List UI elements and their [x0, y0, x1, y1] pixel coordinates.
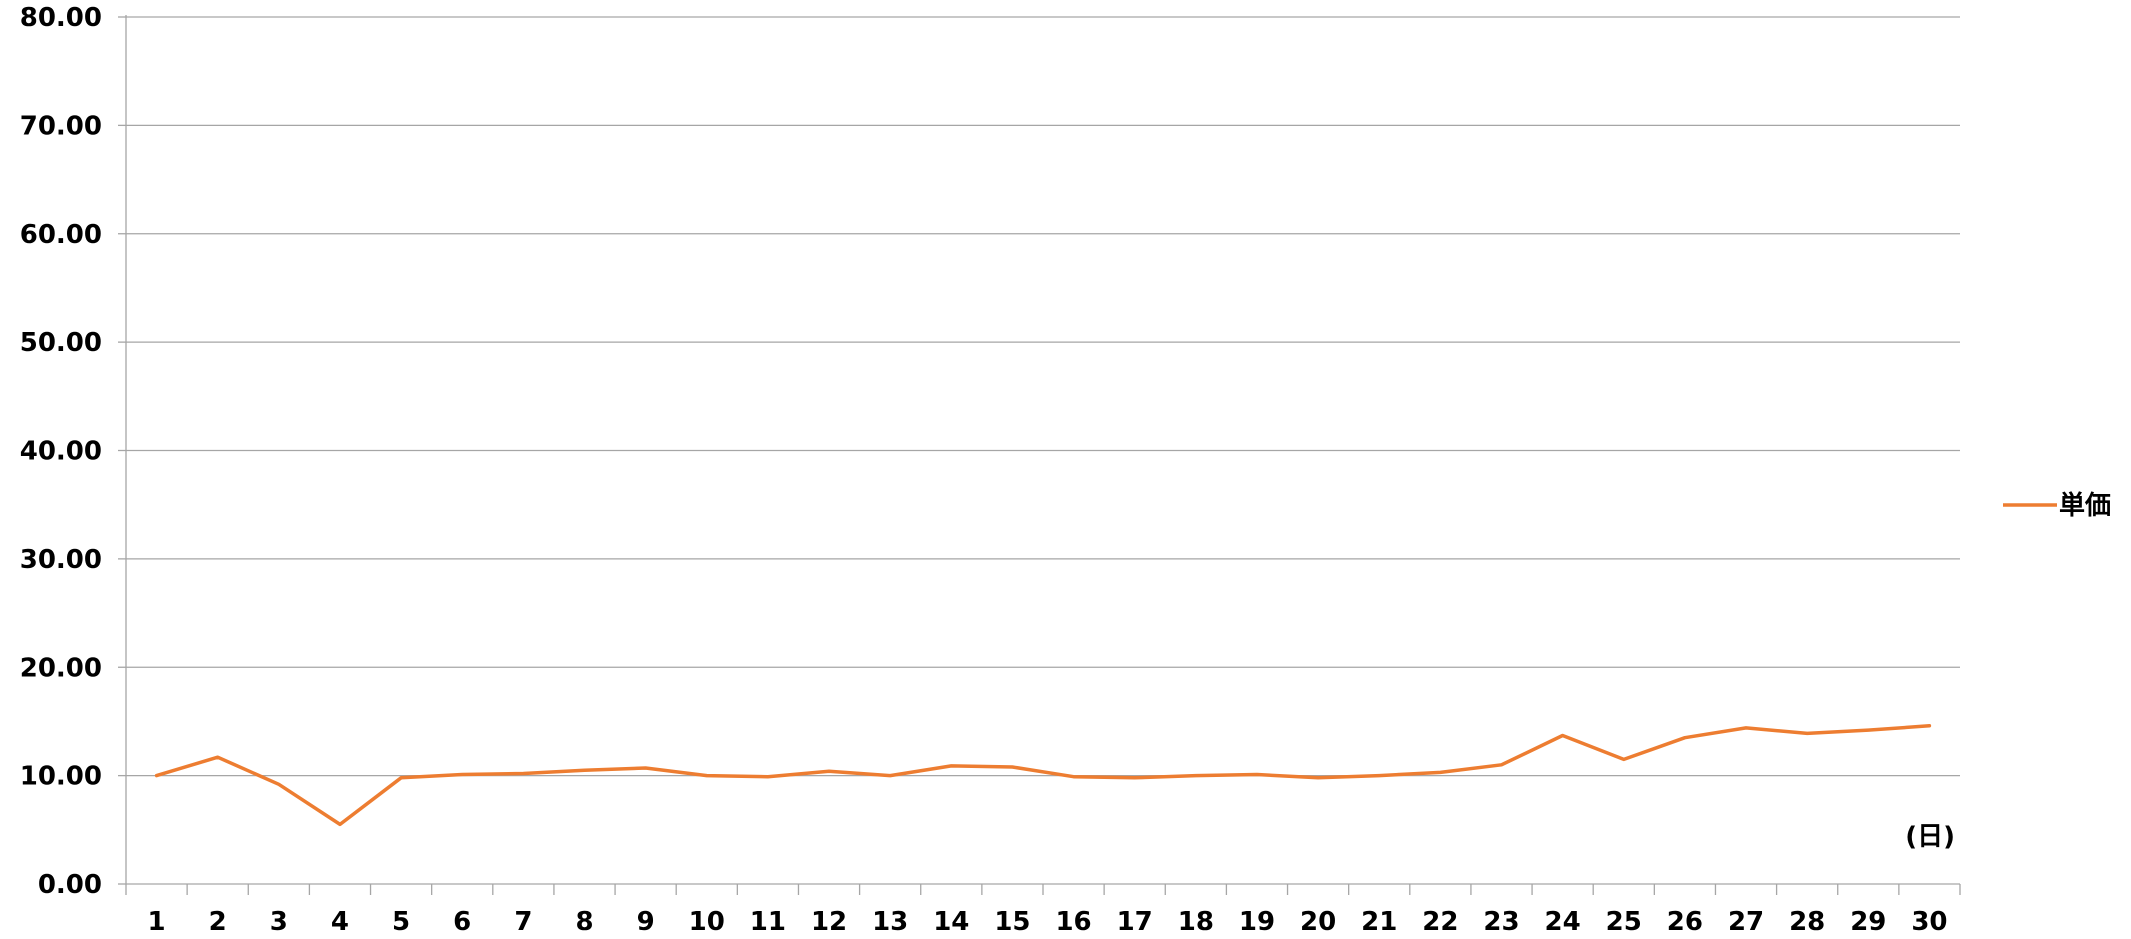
x-tick-label: 1 [148, 907, 166, 934]
legend: 単価 [2003, 491, 2111, 521]
y-tick-label: 40.00 [20, 437, 102, 467]
x-tick-label: 28 [1789, 907, 1825, 934]
x-tick-label: 12 [811, 907, 847, 934]
series-lines [154, 724, 1932, 827]
x-tick-label: 14 [933, 907, 969, 934]
x-unit-label: (日) [1905, 822, 1955, 852]
x-tick-label: 13 [872, 907, 908, 934]
x-tick-label: 23 [1483, 907, 1519, 934]
x-tick-label: 9 [637, 907, 655, 934]
x-tick-label: 24 [1545, 907, 1581, 934]
y-tick-label: 20.00 [20, 653, 102, 683]
y-tick-label: 10.00 [20, 762, 102, 792]
x-tick-label: 11 [750, 907, 786, 934]
x-tick-label: 17 [1117, 907, 1153, 934]
x-tick-label: 5 [392, 907, 410, 934]
gridlines [126, 16, 1960, 777]
x-tick-label: 22 [1422, 907, 1458, 934]
x-tick-label: 20 [1300, 907, 1336, 934]
x-tick-label: 4 [331, 907, 349, 934]
x-tick-label: 18 [1178, 907, 1214, 934]
axes [118, 15, 1961, 895]
x-tick-label: 29 [1850, 907, 1886, 934]
x-tick-label: 15 [994, 907, 1030, 934]
x-tick-label: 7 [514, 907, 532, 934]
x-tick-label: 8 [575, 907, 593, 934]
series-line [154, 724, 1932, 827]
x-tick-label: 26 [1667, 907, 1703, 934]
y-tick-label: 0.00 [38, 870, 102, 900]
x-tick-labels: 1 2 3 4 5 6 7 8 9 10 11 12 13 14 15 16 17 18 19 20 21 22 23 24 2… [148, 907, 1948, 937]
y-tick-label: 50.00 [20, 328, 102, 358]
x-tick-label: 10 [689, 907, 725, 934]
y-tick-label: 70.00 [20, 111, 102, 141]
x-tick-label: 2 [209, 907, 227, 934]
x-tick-label: 21 [1361, 907, 1397, 934]
x-tick-label: 3 [270, 907, 288, 934]
x-tick-label: 27 [1728, 907, 1764, 934]
y-tick-label: 60.00 [20, 220, 102, 250]
legend-label: 単価 [2059, 491, 2111, 521]
y-tick-label: 80.00 [20, 3, 102, 33]
x-tick-label: 19 [1239, 907, 1275, 934]
x-tick-label: 30 [1911, 907, 1947, 934]
y-tick-label: 30.00 [20, 545, 102, 575]
x-tick-label: 25 [1606, 907, 1642, 934]
x-tick-label: 16 [1055, 907, 1091, 934]
y-tick-labels: 0.00 10.00 20.00 30.00 40.00 50.00 60.00 70.00 8… [20, 3, 102, 900]
x-tick-label: 6 [453, 907, 471, 934]
